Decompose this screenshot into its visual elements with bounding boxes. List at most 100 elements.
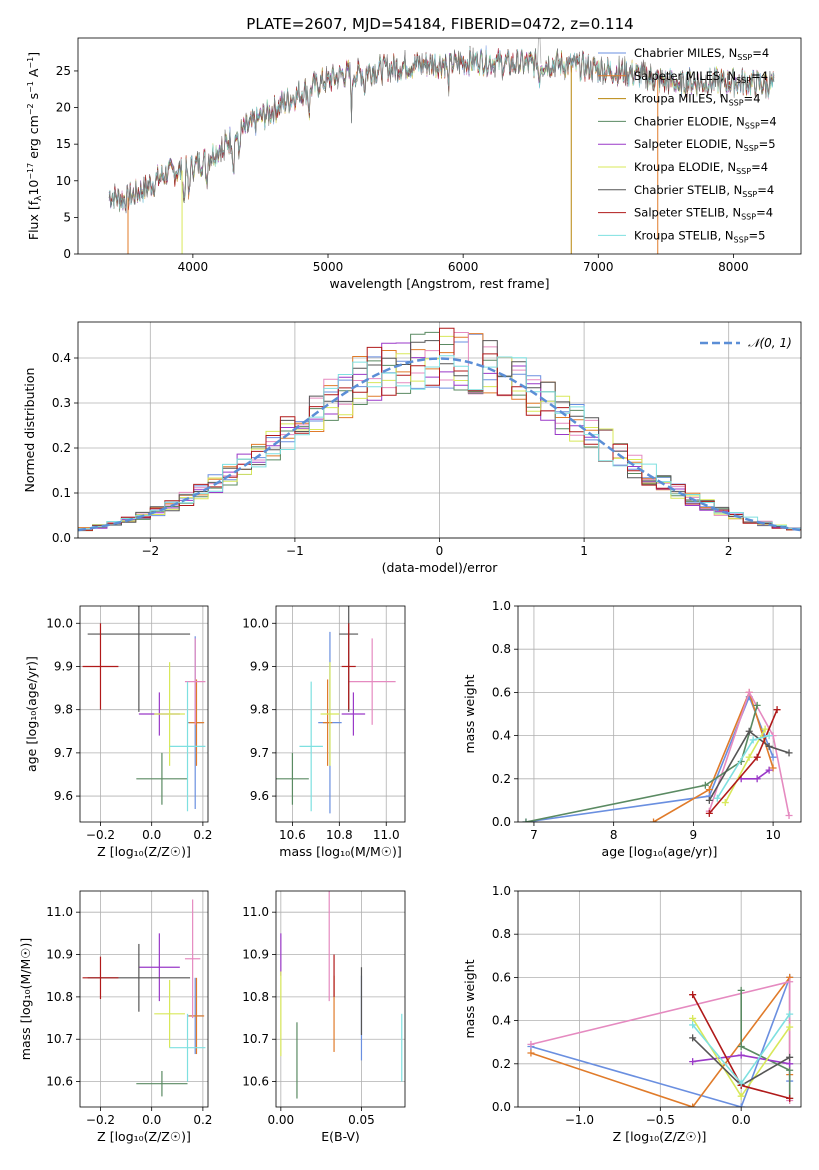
x-tick-label: 8 [610, 828, 618, 842]
legend-label-sub: SSP [736, 167, 751, 176]
weight-marker [765, 766, 773, 774]
legend-label-name: Kroupa ELODIE [634, 160, 720, 174]
residual-histogram-kroupa-stelib [78, 355, 801, 530]
weight-marker [786, 1066, 794, 1074]
x-axis-label: mass [log₁₀(M/M☉)] [279, 844, 401, 859]
plot-area [82, 899, 206, 1097]
weight-marker [786, 1060, 794, 1068]
weight-marker [689, 1034, 697, 1042]
errorbar-point [322, 679, 333, 766]
weight-line-kroupa-miles [708, 690, 790, 816]
weight-line-chabrier-elodie [740, 990, 791, 1099]
y-tick-label: 0.2 [492, 772, 511, 786]
y-tick-label: 0.4 [492, 1014, 511, 1028]
weight-marker [737, 1051, 745, 1059]
weight-marker [773, 706, 781, 714]
legend-label-name: Salpeter ELODIE [634, 137, 728, 151]
y-tick-label: 0.0 [52, 531, 71, 545]
legend-label-sub: SSP [729, 99, 744, 108]
y-tick-label: 9.8 [250, 703, 269, 717]
y-axis-label-part: 10 [26, 180, 41, 196]
y-axis-label-part: −1 [26, 57, 35, 69]
mass-weight-vs-z-panel: −1.0 −0.5 0.0 0.0 0.2 0.4 0.6 0.8 1.0 Z [log₁₀(Z/… [462, 884, 802, 1144]
legend-label-eq: = [751, 160, 761, 174]
y-axis-label: mass [log₁₀(M/M☉)] [18, 938, 33, 1060]
x-tick-label: 7000 [583, 260, 614, 274]
y-axis-label: mass weight [462, 674, 477, 753]
errorbar-point [188, 977, 205, 1055]
y-axis-label-part: A [26, 68, 41, 81]
y-tick-label: 10.9 [242, 948, 269, 962]
legend-label-name: Chabrier ELODIE [634, 114, 729, 128]
axes-frame [275, 890, 406, 1108]
y-tick-label: 20 [56, 101, 71, 115]
weight-marker [522, 818, 530, 822]
weight-marker [705, 809, 713, 817]
y-tick-label: 9.7 [54, 746, 73, 760]
plot-area [522, 688, 793, 822]
errorbar-point [341, 692, 366, 736]
weight-marker [765, 742, 773, 750]
y-tick-label: 0.6 [492, 970, 511, 984]
legend-label-eq: = [760, 114, 770, 128]
legend-label-n: 4 [762, 46, 769, 60]
plot-area [527, 973, 794, 1107]
weight-marker [745, 753, 753, 761]
emission-line [537, 38, 542, 64]
legend-label-eq: = [757, 183, 767, 197]
y-axis-label-part: Flux [f [26, 200, 41, 240]
legend-label-name: Kroupa MILES [634, 92, 713, 106]
x-tick-label: −1 [286, 544, 304, 558]
legend-label: Salpeter STELIB, NSSP=4 [634, 206, 773, 222]
weight-marker [689, 991, 697, 999]
mass-weight-vs-age-panel: 7 8 9 10 0.0 0.2 0.4 0.6 0.8 1.0 age [log₁₀(age/yr… [462, 599, 802, 859]
legend-label: Kroupa MILES, NSSP=4 [634, 92, 761, 108]
legend-label-sep: , N [721, 46, 737, 60]
residuals-panel: 𝒩(0, 1) −2 −1 0 1 2 0.0 0.1 0.2 0.3 0.4 (data-model… [22, 321, 802, 575]
weight-marker [705, 786, 713, 794]
y-axis-label-part: −2 [26, 103, 35, 115]
legend-label-sub: SSP [742, 190, 757, 199]
legend-label-sep: , N [726, 183, 742, 197]
legend-label-n: 4 [766, 206, 773, 220]
legend-label-name: Chabrier MILES [634, 46, 721, 60]
y-axis-label-part: erg cm [26, 115, 41, 163]
x-axis-label: age [log₁₀(age/yr)] [602, 844, 718, 859]
y-tick-label: 10.7 [46, 1032, 73, 1046]
y-axis-label-part: −1 [26, 81, 35, 93]
weight-marker [737, 1103, 745, 1107]
y-tick-label: 0.2 [52, 441, 71, 455]
legend-label-sub: SSP [745, 121, 760, 130]
y-tick-label: 0.2 [492, 1057, 511, 1071]
errorbar-point [154, 979, 185, 1048]
errorbar-point [184, 638, 206, 725]
x-tick-label: 4000 [178, 260, 209, 274]
errorbar-point [138, 933, 180, 1002]
weight-marker [753, 775, 761, 783]
y-tick-label: 10.0 [46, 616, 73, 630]
x-axis-label: Z [log₁₀(Z/Z☉)] [613, 1129, 707, 1144]
errorbar-point [87, 606, 191, 712]
legend-label-name: Chabrier STELIB [634, 183, 726, 197]
weight-marker [701, 781, 709, 789]
legend-label-n: 4 [761, 160, 768, 174]
errorbar-point [169, 1013, 206, 1082]
legend-label-sub: SSP [737, 53, 752, 62]
mass-vs-ebv-panel: 0.00 0.05 10.6 10.7 10.8 10.9 11.0 E(B-V) [242, 890, 406, 1144]
x-tick-label: −0.2 [86, 1113, 115, 1127]
legend-label-sep: , N [718, 228, 734, 242]
x-tick-label: 7 [530, 828, 538, 842]
axes-frame [77, 37, 802, 255]
weight-marker [689, 1021, 697, 1029]
legend-label-eq: = [744, 92, 754, 106]
plot-area [108, 38, 775, 254]
weight-marker [737, 1092, 745, 1100]
legend-label: Chabrier MILES, NSSP=4 [634, 46, 769, 62]
y-tick-label: 0.0 [492, 815, 511, 829]
legend-label: Salpeter MILES, NSSP=4 [634, 69, 768, 85]
y-tick-label: 9.6 [250, 789, 269, 803]
y-tick-label: 0.3 [52, 396, 71, 410]
y-tick-label: 10.8 [242, 990, 269, 1004]
legend-label-sub: SSP [741, 213, 756, 222]
